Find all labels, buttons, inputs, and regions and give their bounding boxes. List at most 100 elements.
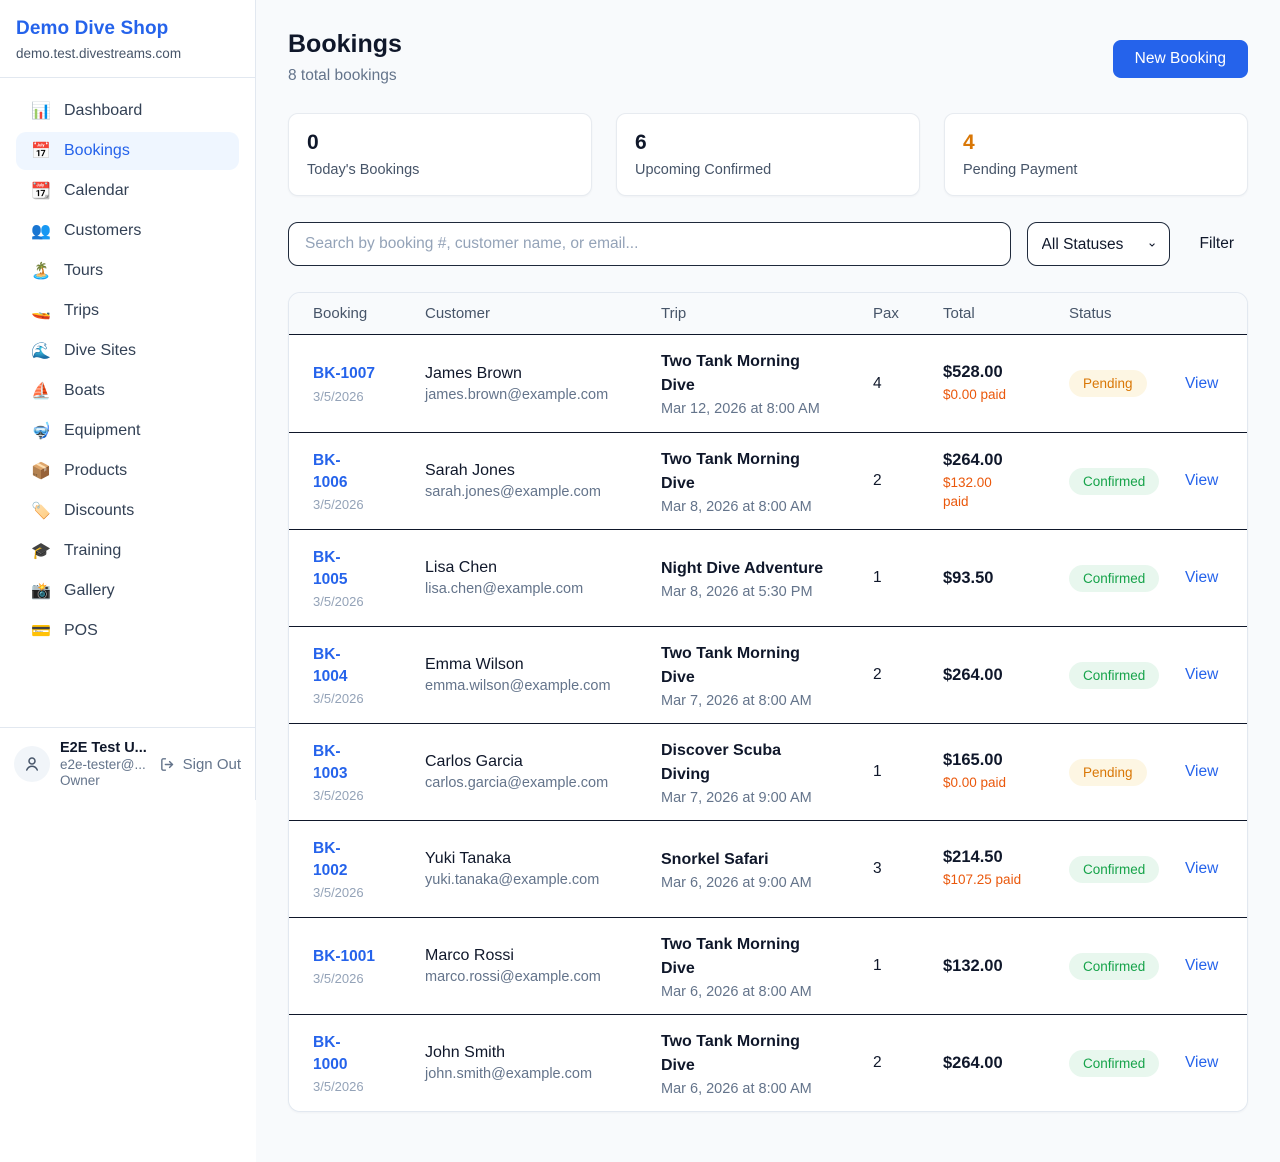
- booking-id-link[interactable]: BK-1006: [313, 451, 348, 491]
- bookings-table: Booking Customer Trip Pax Total Status B…: [288, 292, 1248, 1112]
- booking-id-link[interactable]: BK-1007: [313, 365, 376, 383]
- paid-amount: $107.25 paid: [943, 872, 1022, 888]
- sidebar-item-gallery[interactable]: 📸 Gallery: [31, 582, 115, 600]
- customer-name: Lisa Chen: [425, 559, 498, 576]
- stat-value: 4: [963, 131, 975, 154]
- column-header-booking: Booking: [313, 305, 368, 322]
- view-link[interactable]: View: [1185, 374, 1219, 392]
- sidebar-item-bookings[interactable]: 📅 Bookings: [16, 132, 239, 170]
- customer-email: john.smith@example.com: [425, 1066, 593, 1082]
- sidebar-item-equipment[interactable]: 🤿 Equipment: [31, 422, 141, 440]
- shop-domain: demo.test.divestreams.com: [16, 46, 182, 61]
- table-row: BK-1001 3/5/2026 Marco Rossi marco.rossi…: [289, 917, 1247, 1014]
- column-header-trip: Trip: [661, 305, 687, 322]
- sidebar-item-tours[interactable]: 🏝️ Tours: [31, 262, 104, 280]
- customer-name: Marco Rossi: [425, 947, 514, 964]
- trip-datetime: Mar 8, 2026 at 5:30 PM: [661, 583, 813, 600]
- booking-date: 3/5/2026: [313, 691, 364, 707]
- bar-chart-icon: 📊: [31, 103, 51, 120]
- sidebar-item-pos[interactable]: 💳 POS: [31, 622, 98, 640]
- total-amount: $214.50: [943, 848, 1003, 867]
- stats-row: 0 Today's Bookings 6 Upcoming Confirmed …: [288, 113, 1248, 196]
- booking-id-link[interactable]: BK-1004: [313, 645, 348, 685]
- sidebar-item-products[interactable]: 📦 Products: [31, 462, 128, 480]
- customer-email: emma.wilson@example.com: [425, 678, 611, 694]
- customers-icon: 👥: [31, 223, 51, 240]
- shop-name: Demo Dive Shop: [16, 18, 169, 39]
- view-link[interactable]: View: [1185, 1054, 1219, 1071]
- booking-id-link[interactable]: BK-1000: [313, 1033, 348, 1073]
- customer-email: yuki.tanaka@example.com: [425, 872, 600, 888]
- view-link[interactable]: View: [1185, 666, 1219, 683]
- paid-amount: $132.00 paid: [943, 475, 992, 509]
- sidebar-item-trips[interactable]: 🚤 Trips: [31, 302, 99, 320]
- filter-button[interactable]: Filter: [1186, 235, 1248, 253]
- customer-email: sarah.jones@example.com: [425, 484, 601, 500]
- trip-name: Snorkel Safari: [661, 850, 769, 868]
- new-booking-button[interactable]: New Booking: [1112, 40, 1248, 78]
- user-email: e2e-tester@...: [60, 757, 146, 772]
- status-badge: Pending: [1069, 370, 1147, 397]
- booking-id-link[interactable]: BK-1005: [313, 548, 348, 588]
- camera-icon: 📸: [31, 583, 51, 600]
- customer-email: lisa.chen@example.com: [425, 581, 584, 597]
- status-select[interactable]: All Statuses: [1026, 222, 1170, 266]
- total-amount: $264.00: [943, 451, 1003, 470]
- avatar: [14, 746, 50, 782]
- table-row: BK-1007 3/5/2026 James Brown james.brown…: [289, 335, 1247, 432]
- search-input[interactable]: [288, 222, 1011, 266]
- column-header-total: Total: [943, 305, 975, 322]
- status-badge: Confirmed: [1069, 564, 1160, 592]
- sidebar-nav: 📊 Dashboard 📅 Bookings 📆 Calendar 👥 Cust…: [0, 78, 255, 727]
- page-title: Bookings: [288, 30, 402, 58]
- view-link[interactable]: View: [1185, 860, 1219, 877]
- customer-email: marco.rossi@example.com: [425, 969, 601, 985]
- stat-value: 6: [635, 131, 647, 154]
- booking-date: 3/5/2026: [313, 788, 364, 804]
- status-badge: Confirmed: [1069, 952, 1160, 980]
- pax-count: 1: [873, 763, 882, 780]
- main-content: Bookings 8 total bookings New Booking 0 …: [256, 0, 1280, 1162]
- view-link[interactable]: View: [1185, 957, 1219, 974]
- booking-date: 3/5/2026: [313, 1079, 364, 1095]
- table-row: BK-1004 3/5/2026 Emma Wilson emma.wilson…: [289, 626, 1247, 723]
- trip-datetime: Mar 8, 2026 at 8:00 AM: [661, 498, 812, 515]
- booking-id-link[interactable]: BK-1003: [313, 742, 348, 782]
- view-link[interactable]: View: [1185, 569, 1219, 586]
- table-row: BK-1003 3/5/2026 Carlos Garcia carlos.ga…: [289, 723, 1247, 820]
- sign-out-button[interactable]: Sign Out: [159, 756, 241, 773]
- booking-id-link[interactable]: BK-1002: [313, 839, 348, 879]
- sidebar-item-calendar[interactable]: 📆 Calendar: [31, 182, 129, 200]
- table-row: BK-1006 3/5/2026 Sarah Jones sarah.jones…: [289, 432, 1247, 529]
- trip-datetime: Mar 12, 2026 at 8:00 AM: [661, 401, 820, 417]
- customer-email: james.brown@example.com: [425, 386, 609, 403]
- user-name: E2E Test U...: [60, 740, 147, 756]
- logout-icon: [160, 757, 173, 771]
- sidebar-item-training[interactable]: 🎓 Training: [31, 542, 122, 560]
- booking-id-link[interactable]: BK-1001: [313, 947, 376, 965]
- table-row: BK-1005 3/5/2026 Lisa Chen lisa.chen@exa…: [289, 529, 1247, 626]
- trip-name: Two Tank Morning Dive: [661, 644, 800, 686]
- table-body: BK-1007 3/5/2026 James Brown james.brown…: [289, 335, 1247, 1111]
- total-amount: $264.00: [943, 665, 1003, 684]
- sidebar-header: Demo Dive Shop demo.test.divestreams.com: [0, 0, 255, 78]
- diving-mask-icon: 🤿: [31, 423, 51, 440]
- status-badge: Pending: [1069, 758, 1147, 786]
- sidebar-item-dashboard[interactable]: 📊 Dashboard: [31, 102, 143, 120]
- trip-datetime: Mar 6, 2026 at 9:00 AM: [661, 874, 812, 891]
- column-header-customer: Customer: [425, 305, 491, 322]
- sidebar-item-dive-sites[interactable]: 🌊 Dive Sites: [31, 342, 137, 360]
- sidebar-item-customers[interactable]: 👥 Customers: [31, 222, 142, 240]
- view-link[interactable]: View: [1185, 472, 1219, 489]
- page-header: Bookings 8 total bookings New Booking: [288, 30, 1248, 85]
- trip-name: Night Dive Adventure: [661, 559, 824, 577]
- view-link[interactable]: View: [1185, 763, 1219, 780]
- sidebar-item-discounts[interactable]: 🏷️ Discounts: [31, 502, 135, 520]
- user-role: Owner: [60, 773, 100, 788]
- wave-icon: 🌊: [31, 343, 51, 360]
- stat-card-upcoming-confirmed: 6 Upcoming Confirmed: [616, 113, 920, 196]
- calendar-icon: 📅: [31, 143, 51, 160]
- user-section: E2E Test U... e2e-tester@... Owner Sign …: [0, 727, 255, 800]
- sidebar-item-boats[interactable]: ⛵ Boats: [31, 382, 105, 400]
